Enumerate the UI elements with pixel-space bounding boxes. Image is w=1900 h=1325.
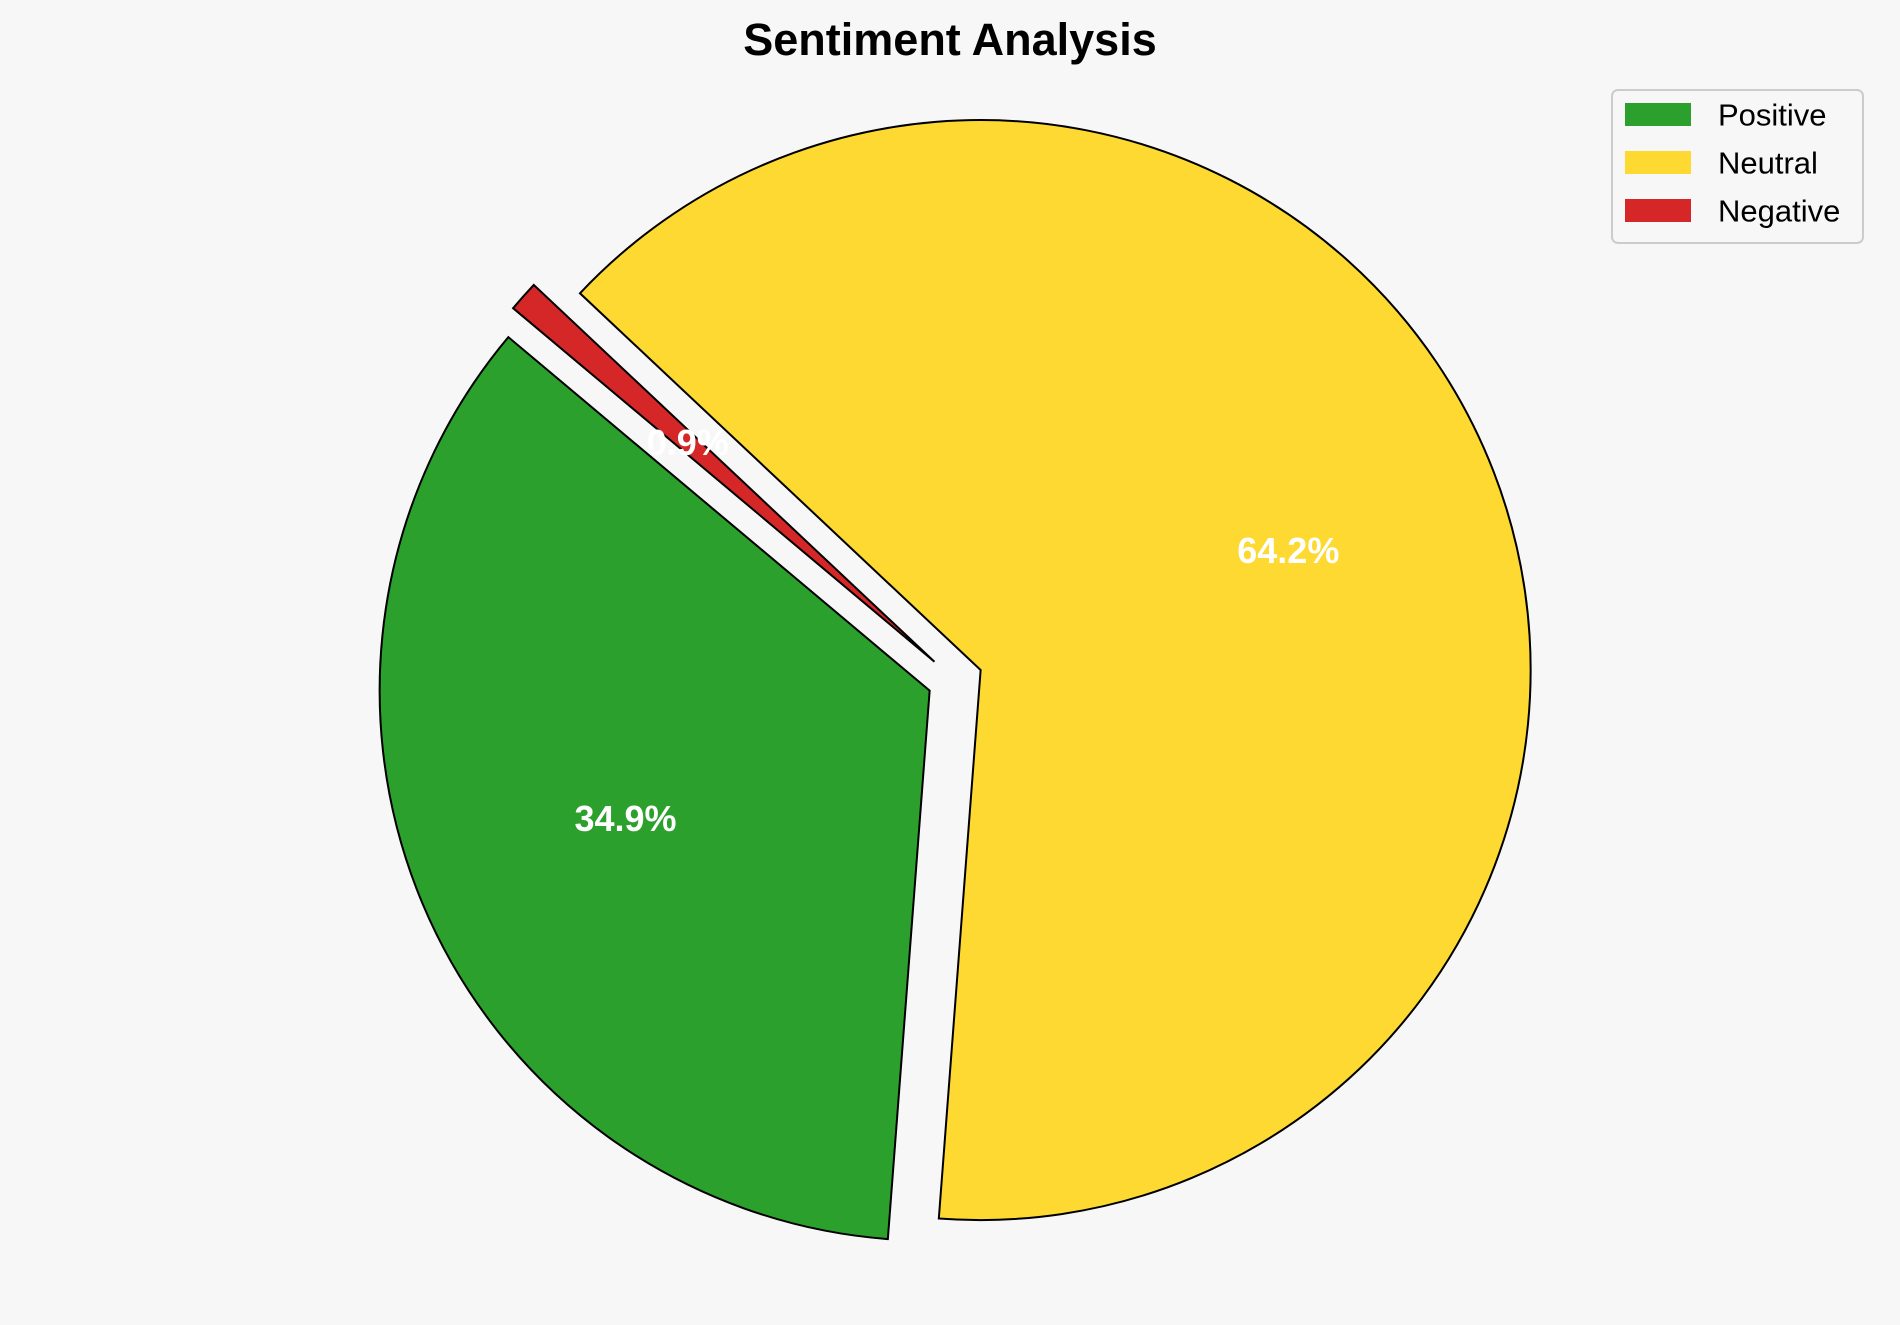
pie-slice-labels: 34.9% 64.2% 0.9% [574,422,1339,839]
pie-slices [378,119,1532,1241]
legend-label-positive: Positive [1718,98,1827,133]
pie-slice-positive [378,335,931,1241]
slice-label-neutral: 64.2% [1237,530,1339,571]
slice-label-negative: 0.9% [647,422,729,463]
legend-label-negative: Negative [1718,194,1840,229]
pie-slice-neutral [578,119,1532,1222]
legend-swatch-neutral [1625,151,1691,174]
legend-swatch-negative [1625,199,1691,222]
pie-slice-negative [511,283,936,663]
slice-label-positive: 34.9% [574,798,676,839]
legend-swatch-positive [1625,103,1691,126]
legend-label-neutral: Neutral [1718,146,1818,181]
legend: Positive Neutral Negative [1611,89,1864,244]
chart-title: Sentiment Analysis [743,14,1156,65]
